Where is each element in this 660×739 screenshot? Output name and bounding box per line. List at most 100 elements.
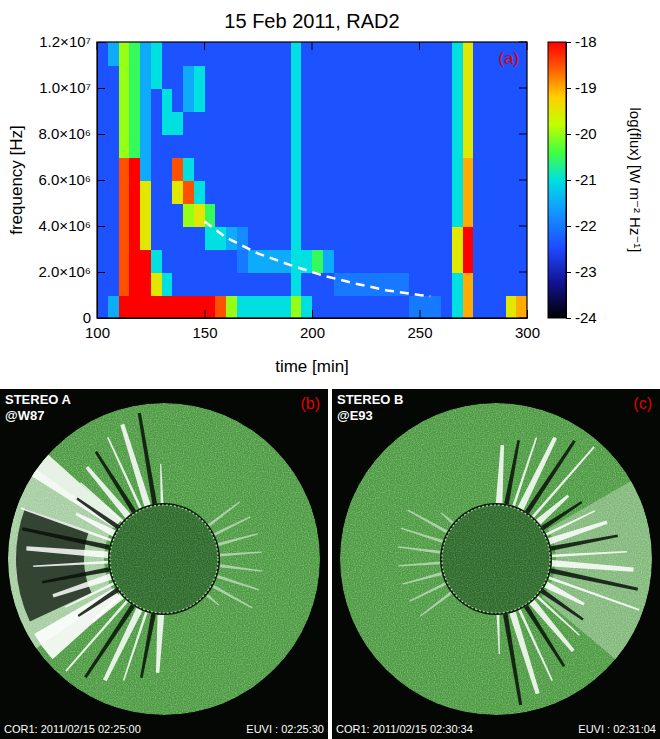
heatmap-cell [151,88,162,112]
heatmap-cell [377,111,388,135]
heatmap-cell [97,203,108,227]
heatmap-cell [387,226,398,250]
heatmap-cell [183,295,194,318]
heatmap-cell [516,157,527,181]
occulter-ring [108,503,220,615]
heatmap-cell [377,157,388,181]
heatmap-cell [97,157,108,181]
heatmap-cell [151,249,162,273]
heatmap-cell [323,111,334,135]
heatmap-cell [269,134,280,158]
heatmap-cell [366,88,377,112]
heatmap-cell [162,203,173,227]
heatmap-cell [334,180,345,204]
heatmap-cell [420,180,431,204]
coronagraph-disc [340,403,652,715]
heatmap-cell [291,111,302,135]
heatmap-cell [420,134,431,158]
y-tick-mark [97,88,105,89]
heatmap-cell [463,65,474,89]
heatmap-cell [452,111,463,135]
heatmap-cell [473,272,484,296]
heatmap-cell [162,295,173,318]
heatmap-cell [334,42,345,66]
heatmap-cell [258,226,269,250]
heatmap-cell [291,272,302,296]
heatmap-cell [506,157,517,181]
colorbar-tick-label: -18 [575,33,597,50]
heatmap-cell [108,65,119,89]
heatmap-cell [506,65,517,89]
heatmap-cell [119,65,130,89]
heatmap-cell [344,157,355,181]
streamer [217,575,260,591]
heatmap-cell [269,272,280,296]
heatmap-cell [205,111,216,135]
heatmap-cell [377,295,388,318]
heatmap-cell [97,134,108,158]
y-tick-label: 2.0×10⁶ [39,263,91,280]
heatmap-cell [377,249,388,273]
heatmap-cell [334,295,345,318]
heatmap-cell [269,88,280,112]
heatmap-cell [516,226,527,250]
heatmap-cell [463,111,474,135]
heatmap-cell [420,111,431,135]
heatmap-cell [226,180,237,204]
heatmap-cell [441,295,452,318]
heatmap-cell [452,157,463,181]
heatmap-cell [473,88,484,112]
heatmap-cell [409,88,420,112]
heatmap-cell [248,295,259,318]
heatmap-cell [484,134,495,158]
y-tick-mirror [519,134,527,135]
x-axis-title: time [min] [275,357,349,376]
heatmap-cell [355,134,366,158]
heatmap-cell [484,249,495,273]
heatmap-cell [484,180,495,204]
heatmap-cell [420,272,431,296]
heatmap-cell [430,42,441,66]
heatmap-cell [312,295,323,318]
heatmap-cell [248,272,259,296]
fit-line [205,221,431,296]
heatmap-cell [409,111,420,135]
heatmap-cell [183,111,194,135]
heatmap-cell [280,88,291,112]
streamer [548,520,608,544]
streamer [33,561,108,567]
heatmap-cell [237,157,248,181]
panel-background [0,389,328,739]
heatmap-cell [97,249,108,273]
heatmap-cell [344,203,355,227]
heatmap-cell [506,88,517,112]
y-tick-mirror [519,180,527,181]
heatmap-cell [344,272,355,296]
heatmap-cell [119,42,130,66]
heatmap-cell [344,226,355,250]
y-tick-mirror [519,318,527,319]
x-tick-mirror [419,42,420,50]
heatmap-cell [119,88,130,112]
heatmap-cell [301,42,312,66]
heatmap-cell [129,111,140,135]
heatmap-cell [97,226,108,250]
heatmap-cell [258,272,269,296]
heatmap-cell [409,226,420,250]
heatmap-cell [280,180,291,204]
heatmap-cell [484,65,495,89]
heatmap-cell [194,249,205,273]
heatmap-cell [473,249,484,273]
heatmap-cell [516,134,527,158]
figure-svg: 15 Feb 2011, RAD210015020025030002.0×10⁶… [0,0,660,739]
heatmap-cell [194,295,205,318]
heatmap-cell [205,295,216,318]
heatmap-cell [334,134,345,158]
y-tick-label: 1.0×10⁷ [39,79,91,96]
heatmap-cell [162,88,173,112]
image-noise [340,403,652,715]
streamer [398,561,440,566]
heatmap-cell [506,180,517,204]
heatmap-cell [452,203,463,227]
heatmap-cell [463,157,474,181]
